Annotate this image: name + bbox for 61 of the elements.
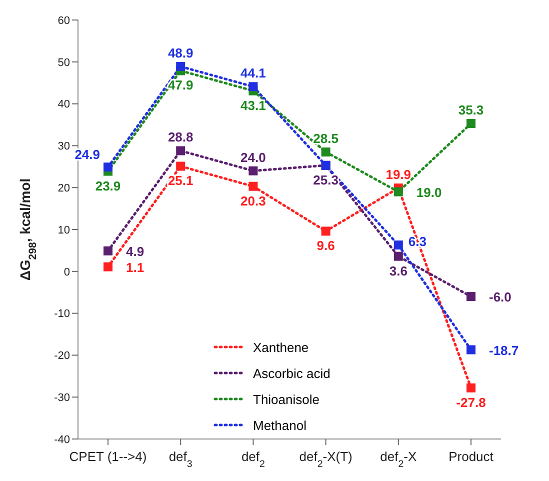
x-tick-label: CPET (1-->4)	[69, 449, 147, 464]
legend-label: Xanthene	[253, 340, 309, 354]
data-label: 6.3	[408, 234, 426, 250]
point	[394, 240, 403, 250]
data-label: 19.9	[386, 167, 412, 182]
data-label: 35.3	[458, 102, 484, 118]
y-tick-label: -20	[54, 350, 70, 362]
y-tick-label: 30	[58, 140, 70, 153]
data-label: 1.1	[126, 260, 144, 275]
data-label: 9.6	[316, 238, 335, 254]
point	[176, 62, 186, 72]
x-tick-label: def$_{2}$-X(T)	[299, 449, 352, 470]
point	[104, 162, 112, 172]
data-label: 25.3	[313, 172, 338, 188]
y-tick-label: -30	[54, 392, 70, 404]
x-tick-label: def$_{2}$	[241, 449, 265, 470]
data-label: 25.1	[168, 173, 194, 188]
y-tick-label: 40	[58, 98, 70, 111]
x-tick-label: def$_{2}$-X	[380, 449, 417, 470]
data-label: 4.9	[126, 244, 144, 259]
point	[248, 166, 258, 176]
data-label: 3.6	[389, 263, 408, 278]
y-tick-label: 20	[58, 182, 70, 195]
data-label: 48.9	[168, 46, 194, 61]
x-tick-label: def$_{3}$	[168, 449, 192, 470]
point	[104, 246, 112, 256]
y-tick-label: -40	[54, 434, 70, 446]
point	[466, 383, 476, 392]
point	[321, 147, 330, 156]
data-label: 24.0	[240, 150, 266, 165]
point	[104, 262, 112, 272]
data-label: 19.0	[416, 184, 442, 200]
point	[466, 292, 476, 302]
point	[176, 162, 186, 171]
point	[466, 118, 476, 128]
legend-label: Ascorbic acid	[253, 366, 330, 380]
point	[394, 252, 403, 261]
data-label: -18.7	[489, 342, 519, 358]
point	[176, 146, 186, 156]
data-label: 28.8	[168, 130, 194, 145]
data-label: 20.3	[240, 193, 266, 208]
data-label: 44.1	[240, 66, 266, 81]
data-label: -27.8	[456, 394, 486, 410]
point	[466, 345, 476, 354]
x-tick-label: Product	[448, 449, 494, 464]
legend-label: Thioanisole	[253, 392, 320, 406]
data-label: -6.0	[489, 290, 512, 305]
point	[248, 182, 258, 191]
point	[248, 82, 258, 92]
point	[394, 187, 403, 196]
y-tick-label: 60	[58, 14, 70, 27]
y-tick-label: 50	[58, 56, 70, 69]
y-tick-label: -10	[54, 308, 70, 320]
point	[321, 226, 330, 236]
data-label: 43.1	[240, 98, 266, 113]
data-label: 28.5	[313, 130, 338, 146]
legend-label: Methanol	[253, 418, 306, 432]
data-label: 23.9	[95, 178, 121, 194]
y-tick-label: 10	[58, 224, 70, 236]
data-label: 24.9	[74, 147, 100, 162]
y-tick-label: 0	[64, 266, 70, 278]
